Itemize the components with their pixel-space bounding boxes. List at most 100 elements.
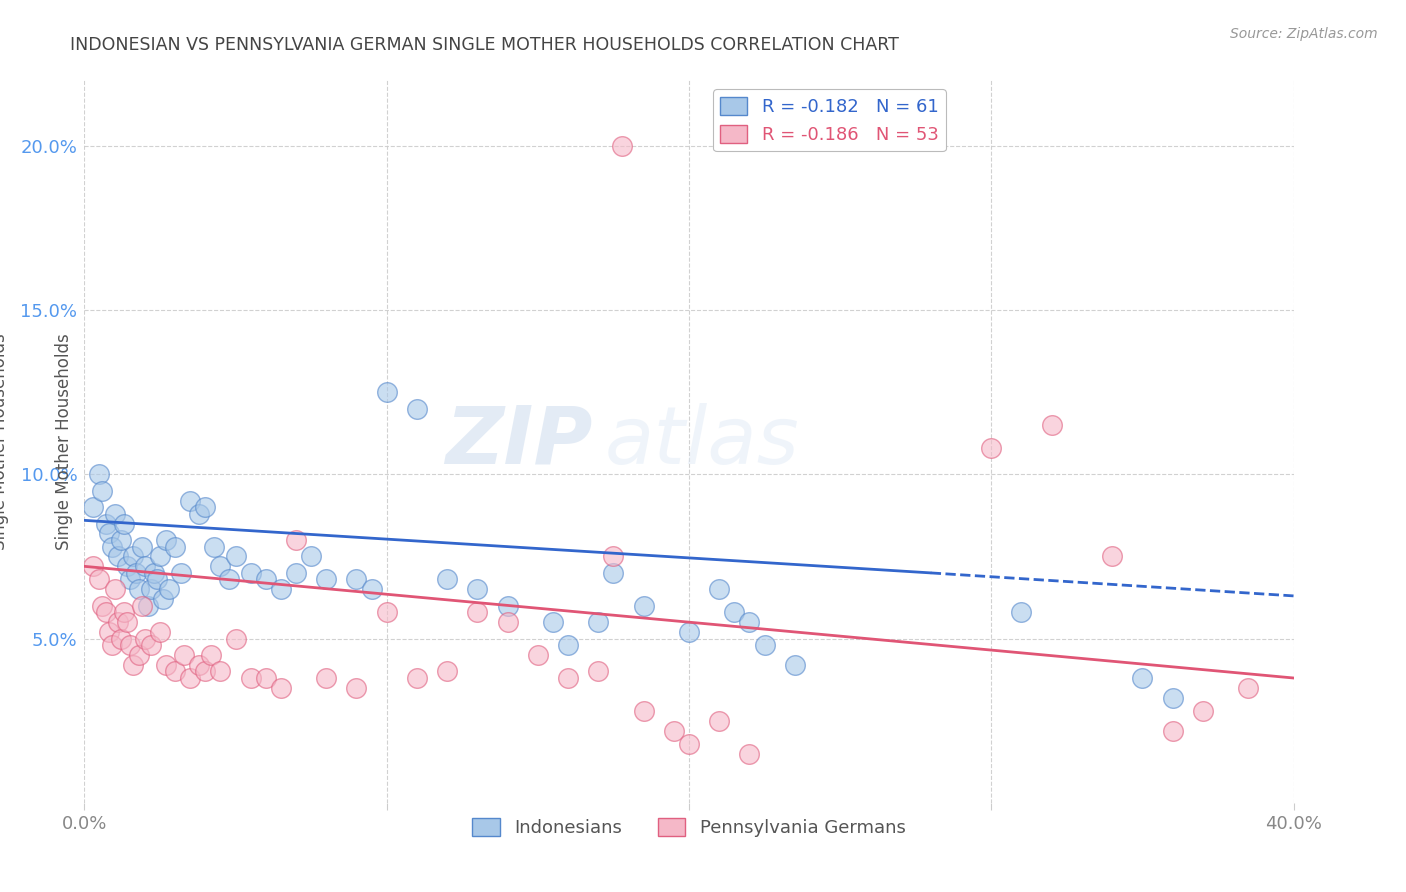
Point bbox=[1161, 723, 1184, 738]
Point bbox=[118, 573, 141, 587]
Point bbox=[173, 648, 195, 662]
Point bbox=[406, 671, 429, 685]
Point bbox=[436, 573, 458, 587]
Point bbox=[738, 615, 761, 630]
Point bbox=[152, 592, 174, 607]
Point bbox=[107, 549, 129, 564]
Point bbox=[139, 582, 162, 597]
Point bbox=[633, 599, 655, 613]
Point bbox=[1237, 681, 1260, 695]
Point bbox=[179, 671, 201, 685]
Text: ZIP: ZIP bbox=[444, 402, 592, 481]
Point bbox=[315, 671, 337, 685]
Point bbox=[218, 573, 240, 587]
Point bbox=[125, 566, 148, 580]
Point bbox=[754, 638, 776, 652]
Point bbox=[406, 401, 429, 416]
Point bbox=[118, 638, 141, 652]
Point bbox=[225, 632, 247, 646]
Point bbox=[115, 559, 138, 574]
Text: Source: ZipAtlas.com: Source: ZipAtlas.com bbox=[1230, 27, 1378, 41]
Point bbox=[131, 540, 153, 554]
Point bbox=[467, 605, 489, 619]
Point bbox=[588, 615, 610, 630]
Point bbox=[104, 582, 127, 597]
Point bbox=[1040, 418, 1063, 433]
Point bbox=[165, 540, 187, 554]
Point bbox=[496, 615, 519, 630]
Legend: Indonesians, Pennsylvania Germans: Indonesians, Pennsylvania Germans bbox=[465, 811, 912, 845]
Point bbox=[134, 632, 156, 646]
Point bbox=[115, 615, 138, 630]
Point bbox=[170, 566, 193, 580]
Point bbox=[155, 657, 177, 672]
Point bbox=[107, 615, 129, 630]
Point bbox=[202, 540, 225, 554]
Point bbox=[97, 526, 120, 541]
Point bbox=[612, 139, 634, 153]
Text: INDONESIAN VS PENNSYLVANIA GERMAN SINGLE MOTHER HOUSEHOLDS CORRELATION CHART: INDONESIAN VS PENNSYLVANIA GERMAN SINGLE… bbox=[70, 36, 900, 54]
Point bbox=[110, 632, 132, 646]
Point bbox=[91, 599, 114, 613]
Point bbox=[188, 657, 211, 672]
Point bbox=[134, 559, 156, 574]
Point bbox=[557, 671, 579, 685]
Point bbox=[436, 665, 458, 679]
Point bbox=[188, 507, 211, 521]
Point bbox=[1130, 671, 1153, 685]
Point bbox=[97, 625, 120, 640]
Point bbox=[100, 540, 122, 554]
Point bbox=[285, 533, 308, 547]
Point bbox=[82, 500, 104, 515]
Point bbox=[128, 648, 150, 662]
Point bbox=[360, 582, 382, 597]
Point bbox=[375, 605, 398, 619]
Point bbox=[467, 582, 489, 597]
Y-axis label: Single Mother Households: Single Mother Households bbox=[55, 334, 73, 549]
Point bbox=[496, 599, 519, 613]
Point bbox=[375, 385, 398, 400]
Point bbox=[678, 737, 700, 751]
Point bbox=[254, 573, 277, 587]
Point bbox=[155, 533, 177, 547]
Point bbox=[209, 665, 232, 679]
Point bbox=[602, 566, 624, 580]
Point bbox=[709, 714, 731, 728]
Point bbox=[149, 625, 172, 640]
Point bbox=[270, 681, 292, 695]
Point bbox=[94, 605, 117, 619]
Point bbox=[1161, 690, 1184, 705]
Point bbox=[527, 648, 550, 662]
Point bbox=[588, 665, 610, 679]
Point bbox=[94, 516, 117, 531]
Point bbox=[678, 625, 700, 640]
Point bbox=[315, 573, 337, 587]
Point bbox=[89, 573, 111, 587]
Point bbox=[194, 500, 217, 515]
Point bbox=[1101, 549, 1123, 564]
Point bbox=[980, 441, 1002, 455]
Point bbox=[723, 605, 745, 619]
Point bbox=[209, 559, 232, 574]
Point bbox=[112, 516, 135, 531]
Point bbox=[738, 747, 761, 761]
Point bbox=[136, 599, 159, 613]
Point bbox=[285, 566, 308, 580]
Point bbox=[254, 671, 277, 685]
Point bbox=[131, 599, 153, 613]
Point bbox=[89, 467, 111, 482]
Point bbox=[149, 549, 172, 564]
Point bbox=[541, 615, 564, 630]
Point bbox=[346, 573, 368, 587]
Point bbox=[557, 638, 579, 652]
Point bbox=[1192, 704, 1215, 718]
Point bbox=[139, 638, 162, 652]
Point bbox=[200, 648, 222, 662]
Point bbox=[346, 681, 368, 695]
Point bbox=[662, 723, 685, 738]
Point bbox=[146, 573, 169, 587]
Point bbox=[239, 566, 262, 580]
Point bbox=[179, 493, 201, 508]
Point bbox=[633, 704, 655, 718]
Point bbox=[225, 549, 247, 564]
